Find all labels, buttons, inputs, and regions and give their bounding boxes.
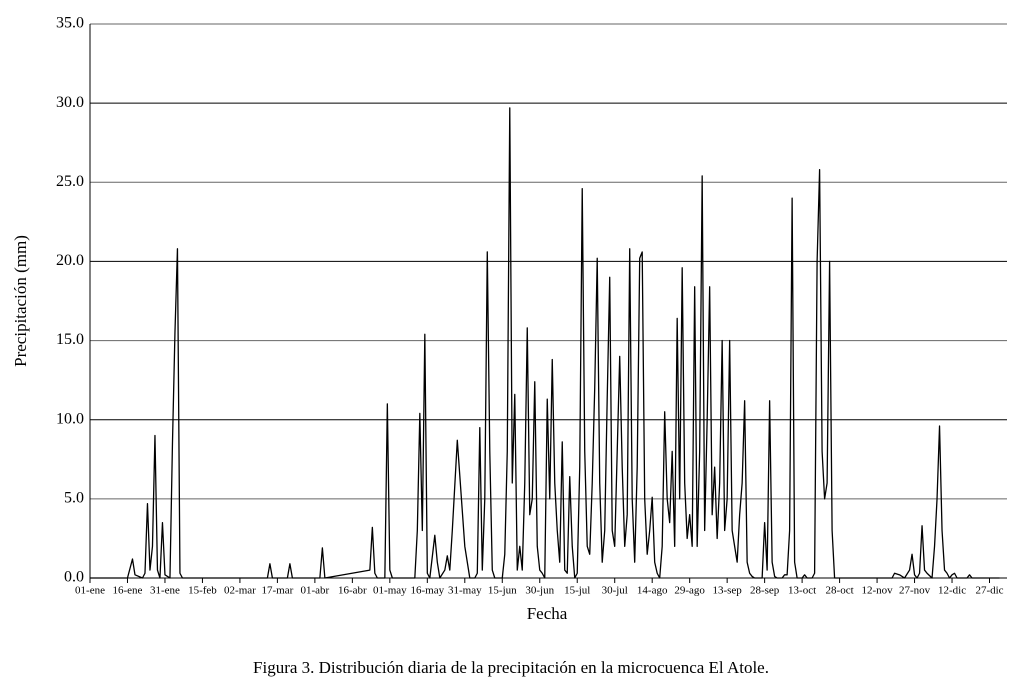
x-tick-label: 01-ene <box>75 585 105 597</box>
x-tick-label: 27-dic <box>975 585 1003 597</box>
x-tick-label: 01-may <box>373 585 407 597</box>
x-tick-label: 13-oct <box>788 585 816 597</box>
precipitation-line <box>90 107 1000 579</box>
x-tick-label: 28-oct <box>826 585 854 597</box>
y-tick-label: 20.0 <box>56 252 84 269</box>
x-tick-label: 12-nov <box>861 585 893 597</box>
x-tick-label: 15-feb <box>188 585 217 597</box>
y-tick-label: 35.0 <box>56 15 84 32</box>
x-tick-label: 01-abr <box>301 585 330 597</box>
x-tick-label: 27-nov <box>899 585 931 597</box>
x-tick-label: 16-may <box>411 585 445 597</box>
x-tick-label: 31-may <box>448 585 482 597</box>
x-tick-label: 31-ene <box>150 585 180 597</box>
x-tick-label: 30-jun <box>525 585 554 597</box>
x-tick-label: 29-ago <box>674 585 705 597</box>
y-tick-label: 10.0 <box>56 410 84 427</box>
caption: Figura 3. Distribución diaria de la prec… <box>253 658 769 677</box>
x-axis-label: Fecha <box>527 604 568 623</box>
y-tick-label: 5.0 <box>64 490 84 507</box>
x-tick-label: 16-ene <box>113 585 143 597</box>
x-tick-label: 14-ago <box>637 585 668 597</box>
x-tick-label: 12-dic <box>938 585 966 597</box>
x-tick-label: 30-jul <box>602 585 628 597</box>
x-tick-label: 17-mar <box>262 585 294 597</box>
y-tick-label: 0.0 <box>64 569 84 586</box>
x-tick-label: 28-sep <box>750 585 780 597</box>
y-tick-label: 30.0 <box>56 94 84 111</box>
x-tick-label: 15-jun <box>488 585 517 597</box>
y-tick-label: 25.0 <box>56 173 84 190</box>
x-tick-label: 15-jul <box>564 585 590 597</box>
y-axis-label: Precipitación (mm) <box>11 235 30 367</box>
x-tick-label: 13-sep <box>712 585 742 597</box>
y-tick-label: 15.0 <box>56 331 84 348</box>
x-tick-label: 16-abr <box>338 585 367 597</box>
x-tick-label: 02-mar <box>224 585 256 597</box>
